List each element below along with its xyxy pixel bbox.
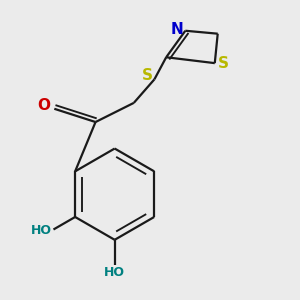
- Text: O: O: [38, 98, 50, 113]
- Text: N: N: [170, 22, 183, 37]
- Text: S: S: [142, 68, 153, 83]
- Text: HO: HO: [104, 266, 125, 279]
- Text: HO: HO: [31, 224, 52, 237]
- Text: S: S: [218, 56, 229, 71]
